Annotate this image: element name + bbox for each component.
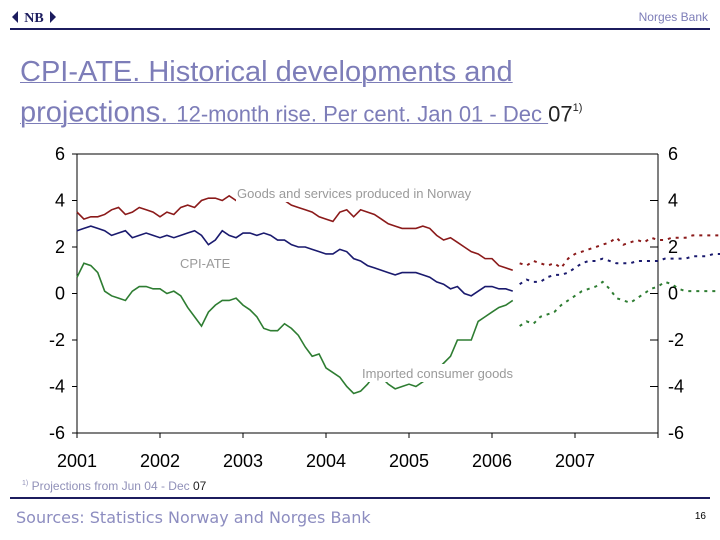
y-tick-label-left: 0: [55, 284, 65, 304]
goods-norway-label: Goods and services produced in Norway: [237, 186, 472, 201]
title-main-line1: CPI-ATE. Historical developments and: [20, 56, 513, 88]
imported-label: Imported consumer goods: [362, 366, 514, 381]
y-axis-right: 6 4 2 0 -2 -4 -6: [650, 144, 684, 443]
slide-title: CPI-ATE. Historical developments and pro…: [20, 54, 710, 133]
y-tick-label-right: 2: [668, 237, 678, 257]
footnote: 1) Projections from Jun 04 - Dec 07: [22, 479, 206, 493]
y-tick-label-right: -2: [668, 330, 684, 350]
sources-text: Sources: Statistics Norway and Norges Ba…: [16, 508, 371, 527]
x-tick-label: 2003: [223, 451, 263, 471]
y-tick-label-right: 4: [668, 191, 678, 211]
title-subtitle: 12-month rise. Per cent. Jan 01 - Dec: [176, 101, 549, 127]
cpi-ate-label-bg: [178, 254, 242, 272]
cpi-ate-projection-line: [519, 252, 720, 286]
goods-norway-label-bg: [236, 184, 524, 202]
header-rule: [10, 28, 710, 30]
y-tick-label-left: 2: [55, 237, 65, 257]
title-end: 07: [548, 101, 573, 127]
y-axis-left: 6 4 2 0 -2 -4 -6: [49, 144, 77, 443]
footnote-text: Projections from Jun 04 - Dec: [28, 479, 193, 493]
x-tick-label: 2007: [555, 451, 595, 471]
cpi-ate-historical-line: [76, 225, 514, 297]
x-tick-label: 2006: [472, 451, 512, 471]
x-axis: 2001 2002 2003 2004 2005 2006 2007: [57, 433, 659, 471]
y-tick-label-right: -4: [668, 377, 684, 397]
series-layer: [76, 194, 720, 395]
x-tick-label: 2005: [389, 451, 429, 471]
logo-text: NB: [24, 11, 43, 26]
y-tick-label-left: 6: [55, 144, 65, 164]
title-main-line2: projections.: [20, 96, 177, 129]
footnote-mark: 1): [22, 480, 29, 487]
x-tick-label: 2001: [57, 451, 97, 471]
cpi-ate-label: CPI-ATE: [180, 256, 231, 271]
y-tick-label-right: 6: [668, 144, 678, 164]
x-tick-label: 2002: [140, 451, 180, 471]
x-tick-label: 2004: [306, 451, 346, 471]
y-tick-label-left: 4: [55, 191, 65, 211]
y-tick-label-right: -6: [668, 423, 684, 443]
footer-rule: [10, 497, 710, 499]
y-tick-label-left: -4: [49, 377, 65, 397]
goods-norway-historical-line: [76, 194, 514, 272]
imported-label-bg: [360, 364, 548, 382]
goods-norway-projection-line: [519, 234, 720, 270]
norges-bank-logo: NB: [12, 11, 56, 26]
y-tick-label-right: 0: [668, 284, 678, 304]
y-tick-label-left: -6: [49, 423, 65, 443]
page-number: 16: [694, 511, 706, 522]
footnote-end: 07: [192, 479, 207, 493]
bank-name: Norges Bank: [638, 10, 708, 24]
imported-projection-line: [519, 280, 720, 327]
title-footnote-mark: 1): [572, 102, 583, 114]
y-tick-label-left: -2: [49, 330, 65, 350]
